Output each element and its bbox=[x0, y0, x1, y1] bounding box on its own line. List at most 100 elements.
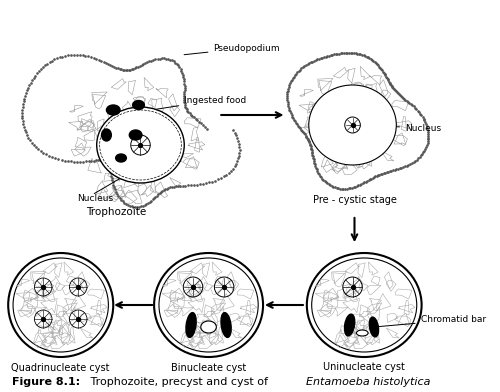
Point bbox=[152, 194, 160, 200]
Point bbox=[302, 62, 310, 68]
Point bbox=[181, 102, 189, 108]
Point bbox=[58, 53, 66, 60]
Point bbox=[146, 199, 154, 205]
Point bbox=[110, 64, 118, 70]
Ellipse shape bbox=[186, 312, 196, 338]
Point bbox=[48, 58, 56, 64]
Point bbox=[422, 146, 430, 152]
Point bbox=[182, 105, 190, 111]
Point bbox=[136, 63, 144, 69]
Point bbox=[424, 132, 432, 139]
Point bbox=[122, 201, 130, 207]
Point bbox=[184, 182, 192, 189]
Point bbox=[424, 124, 432, 131]
Point bbox=[101, 157, 109, 163]
Point bbox=[314, 56, 322, 63]
Point bbox=[234, 135, 241, 142]
Point bbox=[401, 163, 409, 169]
Point bbox=[424, 136, 432, 143]
Point bbox=[292, 120, 300, 126]
Point bbox=[222, 172, 230, 178]
Point bbox=[182, 106, 190, 113]
Point bbox=[43, 61, 51, 67]
Point bbox=[315, 171, 323, 177]
Point bbox=[236, 150, 244, 156]
Point bbox=[344, 50, 351, 56]
Point bbox=[329, 184, 337, 190]
Point bbox=[402, 96, 409, 103]
Point bbox=[424, 129, 432, 135]
Point bbox=[373, 61, 381, 67]
Point bbox=[139, 202, 147, 209]
Point bbox=[182, 182, 190, 189]
Point bbox=[320, 178, 328, 184]
Point bbox=[391, 87, 399, 93]
Point bbox=[122, 67, 130, 73]
Point bbox=[236, 147, 244, 153]
Point bbox=[420, 149, 428, 156]
Point bbox=[70, 52, 78, 58]
Point bbox=[140, 201, 148, 208]
Point bbox=[173, 61, 181, 67]
Point bbox=[388, 168, 396, 174]
Point bbox=[293, 121, 301, 127]
Point bbox=[18, 109, 26, 116]
Point bbox=[53, 55, 61, 62]
Point bbox=[190, 114, 198, 120]
Point bbox=[58, 157, 66, 163]
Point bbox=[172, 183, 180, 189]
Point bbox=[88, 158, 96, 164]
Point bbox=[96, 157, 104, 163]
Point bbox=[112, 64, 120, 71]
Point bbox=[162, 186, 170, 192]
Point bbox=[284, 83, 292, 90]
Point bbox=[18, 104, 26, 110]
Point bbox=[412, 106, 420, 112]
Point bbox=[367, 56, 375, 62]
Point bbox=[176, 183, 184, 189]
Point bbox=[135, 203, 143, 210]
Point bbox=[374, 172, 382, 178]
Point bbox=[48, 154, 56, 160]
Point bbox=[188, 113, 196, 119]
Point bbox=[229, 165, 237, 172]
Point bbox=[126, 67, 134, 73]
Point bbox=[399, 94, 407, 101]
Point bbox=[362, 178, 370, 185]
Point bbox=[120, 67, 128, 73]
Point bbox=[416, 154, 424, 160]
Point bbox=[376, 64, 384, 70]
Point bbox=[411, 158, 419, 164]
Point bbox=[290, 115, 298, 122]
Point bbox=[361, 53, 369, 59]
Point bbox=[286, 80, 294, 86]
Point bbox=[106, 163, 114, 169]
Point bbox=[417, 152, 425, 159]
Point bbox=[386, 81, 394, 87]
Point bbox=[180, 97, 188, 103]
Point bbox=[180, 100, 188, 107]
Point bbox=[415, 109, 423, 115]
Ellipse shape bbox=[344, 314, 355, 336]
Point bbox=[22, 129, 30, 136]
Point bbox=[194, 117, 202, 123]
Ellipse shape bbox=[312, 258, 416, 352]
Text: Uninucleate cyst: Uninucleate cyst bbox=[324, 362, 405, 372]
Point bbox=[180, 81, 188, 87]
Point bbox=[340, 186, 347, 192]
Point bbox=[132, 64, 140, 71]
Point bbox=[217, 175, 225, 181]
Point bbox=[320, 54, 328, 60]
Point bbox=[140, 61, 147, 67]
Point bbox=[328, 183, 336, 189]
Point bbox=[50, 56, 58, 63]
Polygon shape bbox=[168, 40, 189, 75]
Point bbox=[402, 163, 410, 169]
Point bbox=[200, 122, 207, 128]
Point bbox=[142, 201, 150, 207]
Point bbox=[95, 56, 103, 63]
Point bbox=[105, 162, 113, 168]
Point bbox=[35, 68, 43, 74]
Point bbox=[299, 129, 307, 135]
Point bbox=[31, 73, 39, 79]
